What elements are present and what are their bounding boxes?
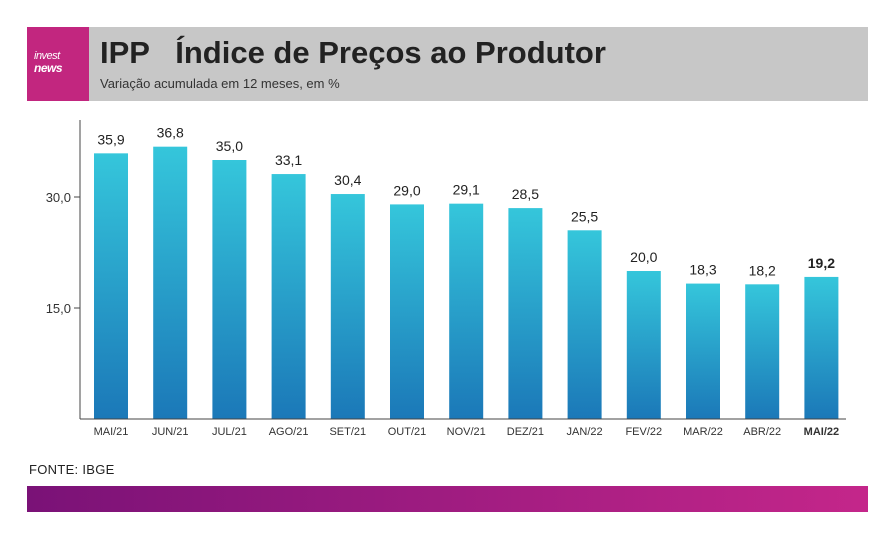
logo-text-news: news: [34, 61, 63, 75]
x-tick-label: MAI/22: [804, 426, 839, 438]
bar-ago-21: [271, 174, 306, 419]
bar-jul-21: [212, 160, 247, 419]
x-tick-label: MAR/22: [683, 426, 723, 438]
bar-value-label: 35,9: [97, 131, 124, 147]
bar-value-label: 29,1: [453, 182, 480, 198]
bar-mai-21: [94, 153, 128, 419]
x-tick-label: AGO/21: [269, 426, 309, 438]
bar-mar-22: [686, 283, 720, 419]
x-tick-label: ABR/22: [743, 426, 781, 438]
x-tick-label: JAN/22: [567, 426, 603, 438]
bar-fev-22: [626, 271, 661, 419]
bar-value-label: 36,8: [157, 125, 184, 141]
bar-value-label: 18,3: [689, 262, 716, 278]
bar-mai-22: [804, 276, 839, 419]
bar-out-21: [390, 204, 424, 419]
chart-subtitle: Variação acumulada em 12 meses, em %: [100, 76, 340, 91]
x-tick-label: MAI/21: [94, 426, 129, 438]
bar-value-label: 33,1: [275, 152, 302, 168]
bar-value-label: 25,5: [571, 208, 598, 224]
investnews-logo: invest news: [27, 27, 89, 101]
chart-header: invest news IPP Índice de Preços ao Prod…: [27, 27, 868, 101]
x-tick-label: JUL/21: [212, 426, 247, 438]
bar-value-label: 19,2: [808, 255, 835, 271]
bar-nov-21: [449, 203, 484, 419]
bar-value-label: 18,2: [749, 262, 776, 278]
chart-title: IPP Índice de Preços ao Produtor: [100, 35, 606, 70]
bar-value-label: 30,4: [334, 172, 361, 188]
bar-value-label: 29,0: [393, 182, 420, 198]
bar-set-21: [330, 194, 365, 419]
bar-jan-22: [567, 230, 602, 419]
footer-gradient-bar: [27, 486, 868, 512]
bar-dez-21: [508, 208, 543, 419]
logo-text-invest: invest: [34, 50, 60, 62]
bar-value-label: 35,0: [216, 138, 243, 154]
bar-jun-21: [153, 146, 188, 419]
source-note: FONTE: IBGE: [29, 462, 115, 477]
bar-value-label: 20,0: [630, 249, 657, 265]
x-tick-label: JUN/21: [152, 426, 189, 438]
y-tick-label: 15,0: [46, 301, 71, 316]
x-tick-label: OUT/21: [388, 426, 427, 438]
bar-abr-22: [745, 284, 780, 419]
x-tick-label: FEV/22: [625, 426, 662, 438]
bar-value-label: 28,5: [512, 186, 539, 202]
x-tick-label: NOV/21: [447, 426, 486, 438]
x-tick-label: SET/21: [329, 426, 366, 438]
y-tick-label: 30,0: [46, 190, 71, 205]
x-tick-label: DEZ/21: [507, 426, 544, 438]
